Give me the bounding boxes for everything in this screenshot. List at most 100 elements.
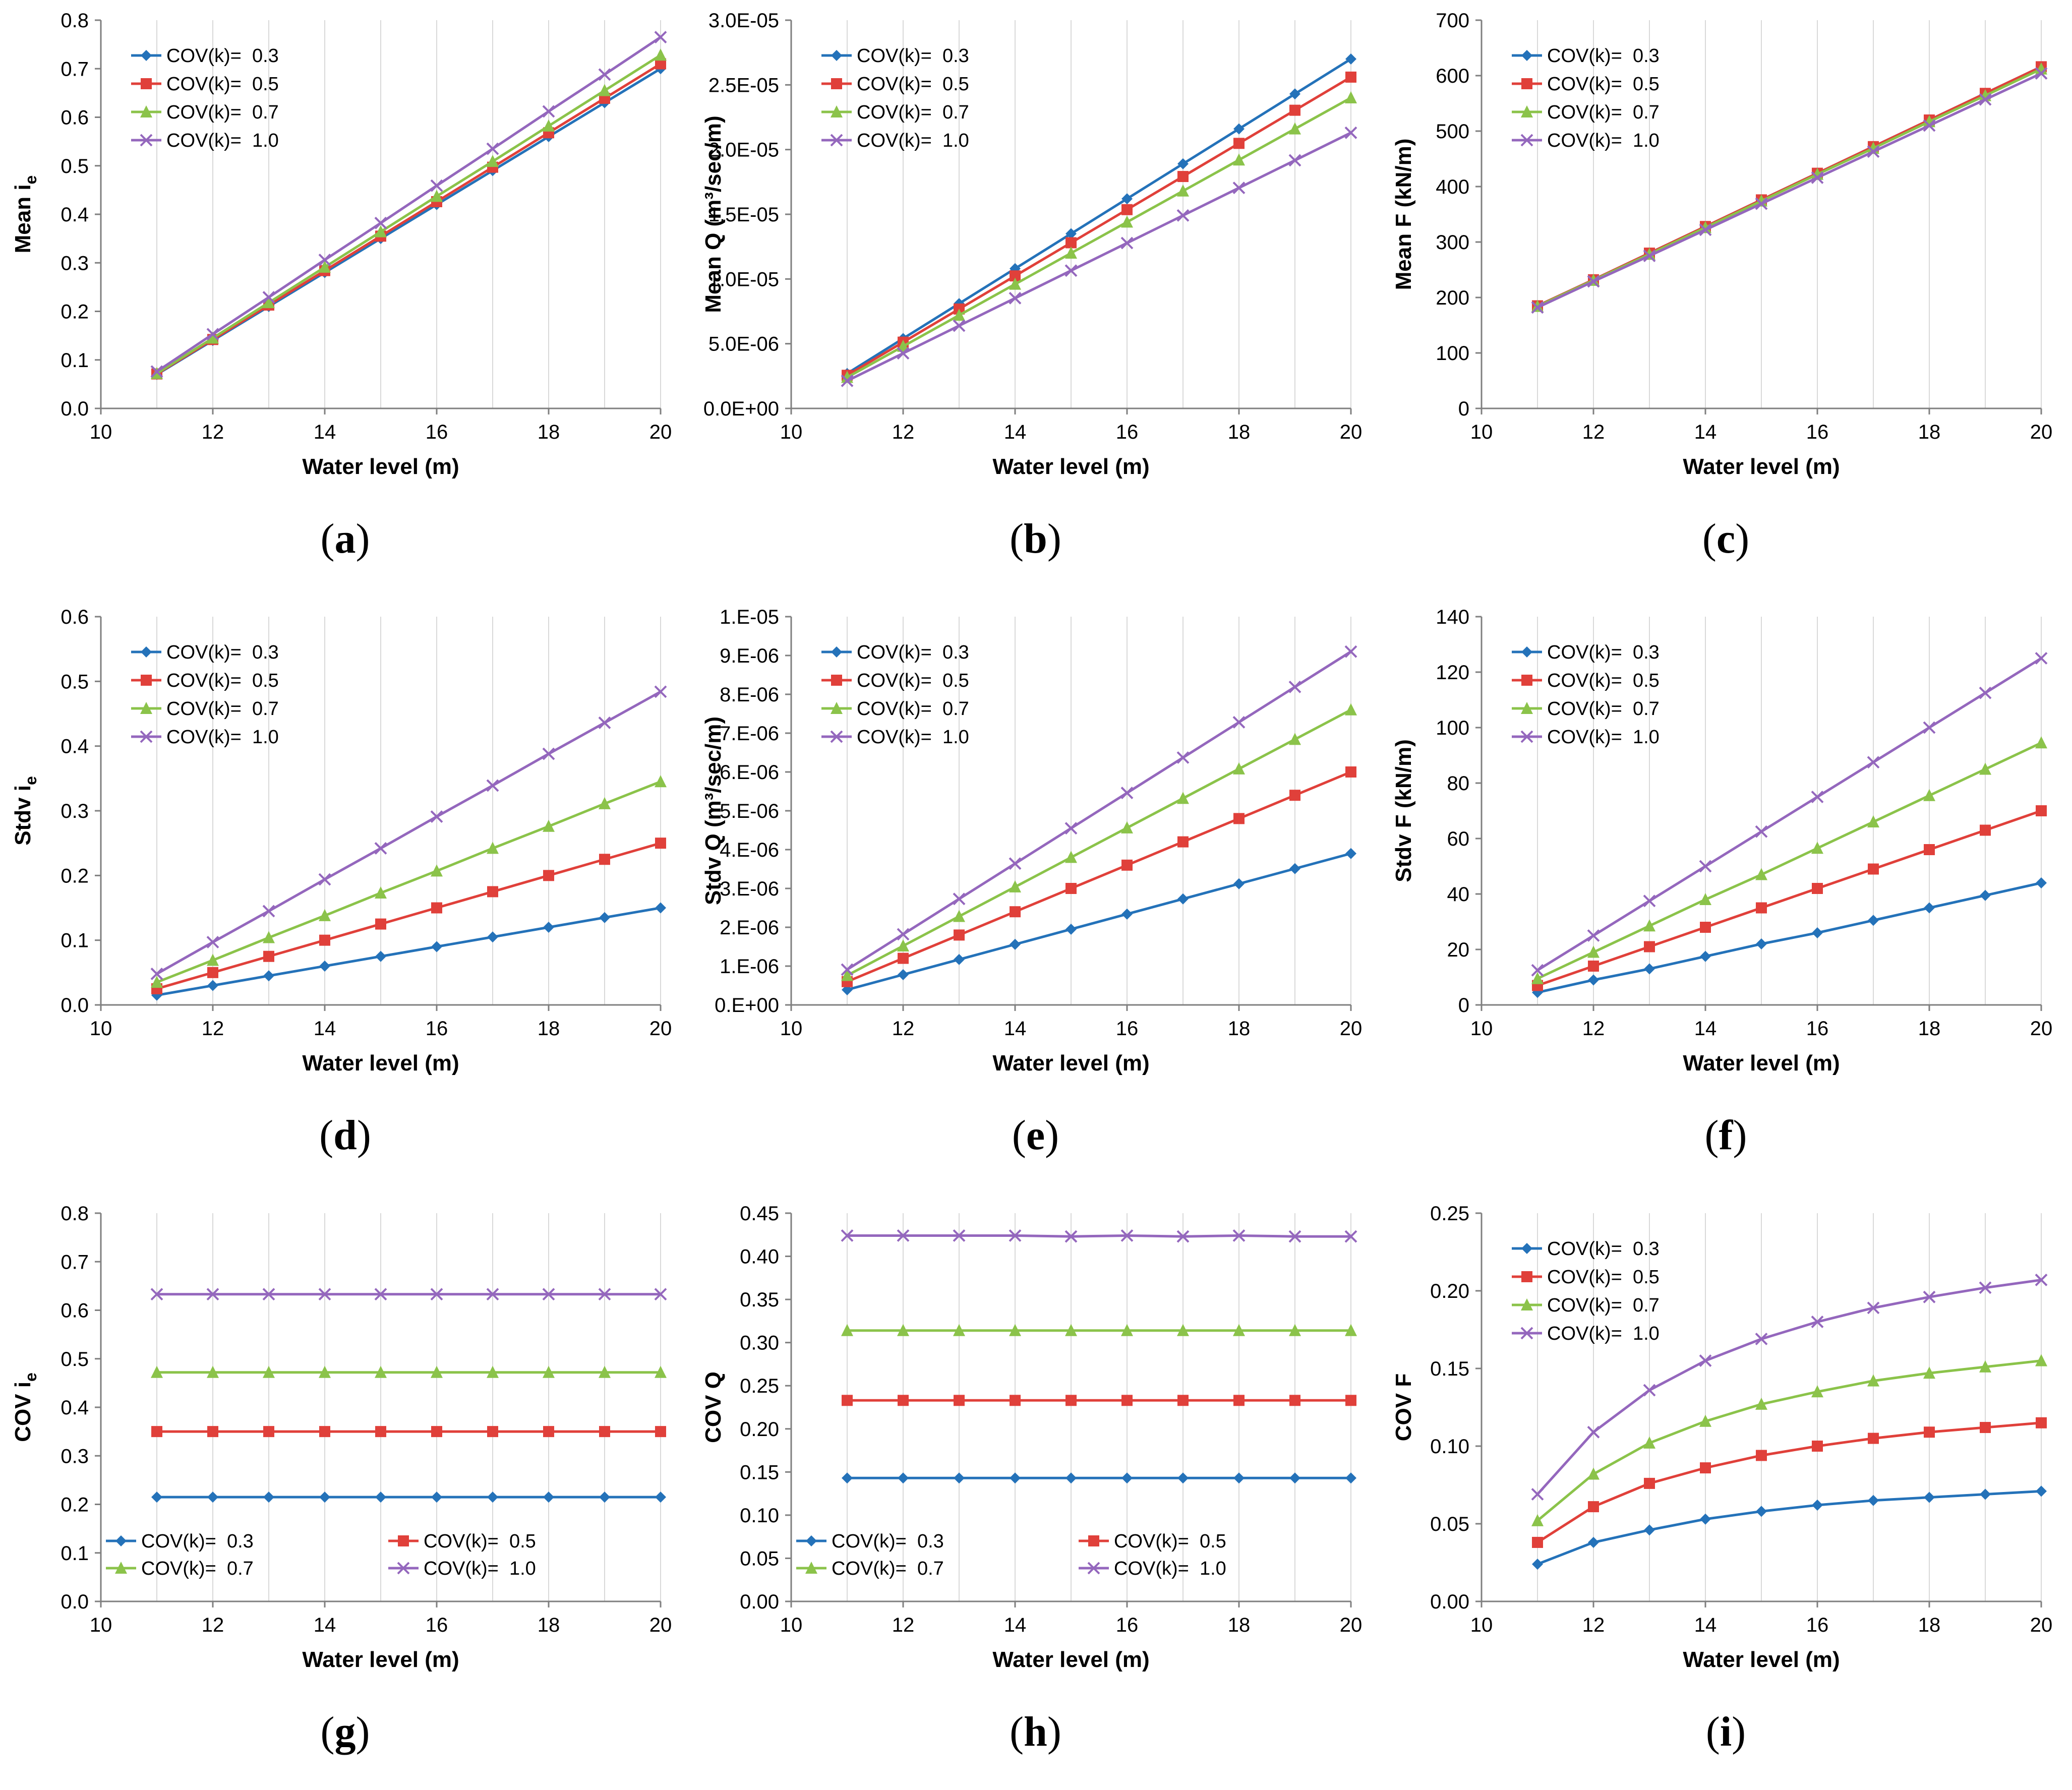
data-point — [1065, 1324, 1077, 1336]
data-point — [1867, 756, 1880, 769]
data-point — [431, 864, 443, 877]
legend-marker — [1521, 105, 1533, 117]
data-point — [1288, 1230, 1301, 1243]
x-tick-label: 12 — [202, 421, 224, 443]
series-line — [1536, 1278, 2042, 1496]
data-point — [2036, 877, 2047, 888]
legend: COV(k)= 0.3 COV(k)= 0.5 COV(k)= 0.7 COV(k)=… — [1512, 45, 1660, 151]
panel-caption: (h) — [1010, 1708, 1061, 1755]
x-tick-label: 16 — [426, 421, 448, 443]
y-tick-label: 5.0E-06 — [708, 333, 779, 355]
data-point — [1923, 789, 1935, 801]
data-point — [1811, 1385, 1823, 1398]
legend-marker — [398, 1535, 409, 1546]
legend-label: COV(k)= 0.7 — [1547, 698, 1660, 720]
series-line — [156, 780, 661, 984]
x-tick-label: 20 — [649, 1018, 672, 1040]
data-point — [151, 1365, 163, 1378]
data-point — [1233, 1395, 1245, 1406]
series-line — [1536, 1359, 2042, 1522]
series-line — [156, 36, 662, 373]
data-point — [1121, 859, 1133, 871]
x-tick-label: 20 — [1340, 421, 1363, 443]
data-point — [1867, 1301, 1880, 1315]
data-point — [207, 980, 218, 991]
y-axis-title-subscript: e — [22, 175, 40, 185]
data-point — [1233, 153, 1245, 166]
data-point — [1867, 145, 1880, 158]
y-tick-label: 7.E-06 — [720, 723, 779, 745]
data-point — [953, 1229, 966, 1242]
data-point — [1010, 906, 1021, 918]
data-point — [1924, 1491, 1935, 1503]
x-tick-label: 18 — [1228, 1614, 1251, 1636]
y-tick-label: 60 — [1447, 828, 1470, 850]
y-tick-label: 140 — [1436, 606, 1469, 628]
legend: COV(k)= 0.3 COV(k)= 0.5 COV(k)= 0.7 COV(k)=… — [131, 45, 279, 151]
series-0 — [151, 1491, 666, 1503]
chart-svg-d: 10 12 14 16 18 20 0.0 0.1 0.2 0.3 0.4 0.5 0.6 Water l… — [11, 606, 672, 1076]
chart-panel-i: 10 12 14 16 18 20 0.00 0.05 0.10 0.15 0.20 0.25 Wate… — [1381, 1193, 2071, 1789]
data-point — [430, 1288, 443, 1301]
data-point — [598, 68, 611, 81]
data-point — [1233, 878, 1245, 889]
x-tick-label: 14 — [1004, 1018, 1027, 1040]
data-point — [1233, 1472, 1245, 1484]
panel-caption-letter: f — [1719, 1112, 1733, 1159]
series-line — [1536, 72, 2042, 309]
series-line — [156, 907, 661, 997]
data-point — [953, 1324, 965, 1336]
data-point — [207, 1491, 218, 1503]
data-point — [1121, 1324, 1133, 1336]
data-point — [150, 365, 163, 378]
data-point — [263, 1491, 274, 1503]
data-point — [1009, 1324, 1021, 1336]
data-point — [207, 967, 218, 978]
series-3 — [150, 31, 667, 378]
data-point — [263, 950, 274, 962]
data-point — [318, 254, 331, 266]
data-point — [1176, 1230, 1190, 1243]
legend-marker — [831, 50, 842, 61]
data-point — [1177, 792, 1189, 804]
x-tick-label: 10 — [90, 1614, 112, 1636]
y-tick-label: 0.00 — [740, 1591, 779, 1613]
data-point — [1010, 938, 1021, 950]
chart-panel-h: 10 12 14 16 18 20 0.00 0.05 0.10 0.15 0.20 0.25 0.30… — [690, 1193, 1381, 1789]
data-point — [1980, 1488, 1991, 1500]
legend-marker — [1520, 134, 1533, 147]
panel-caption: (e) — [1012, 1112, 1059, 1159]
x-tick-label: 20 — [1340, 1614, 1363, 1636]
data-point — [487, 1426, 498, 1438]
y-axis-title: Stdv F (kN/m) — [1391, 739, 1416, 882]
data-point — [543, 1426, 554, 1438]
series-line — [1537, 1489, 2042, 1566]
y-tick-label: 100 — [1436, 717, 1469, 739]
data-point — [953, 892, 966, 906]
data-point — [374, 216, 387, 229]
data-point — [151, 976, 163, 988]
data-point — [1233, 138, 1245, 149]
y-tick-label: 0.7 — [61, 1251, 89, 1273]
y-axis-title-main: Stdv Q (m³/sec/m) — [701, 717, 726, 905]
x-tick-label: 12 — [892, 421, 915, 443]
data-point — [1532, 1559, 1543, 1570]
legend-label: COV(k)= 0.7 — [1547, 1295, 1660, 1316]
y-tick-label: 0.5 — [61, 155, 89, 177]
data-point — [487, 886, 498, 898]
data-point — [1289, 1395, 1300, 1406]
data-point — [486, 779, 499, 792]
legend-marker — [141, 50, 152, 61]
data-point — [431, 1426, 442, 1438]
y-tick-label: 0.05 — [740, 1547, 779, 1570]
data-point — [1289, 1472, 1300, 1484]
panel-caption-letter: i — [1720, 1708, 1732, 1755]
data-point — [319, 1491, 330, 1503]
legend-marker — [806, 1535, 817, 1546]
y-tick-label: 0.6 — [61, 1300, 89, 1322]
y-tick-label: 0.0E+00 — [703, 398, 779, 420]
x-axis-title: Water level (m) — [302, 454, 459, 479]
data-point — [263, 1365, 275, 1378]
x-tick-label: 20 — [2030, 1018, 2053, 1040]
series-1 — [1532, 805, 2047, 991]
